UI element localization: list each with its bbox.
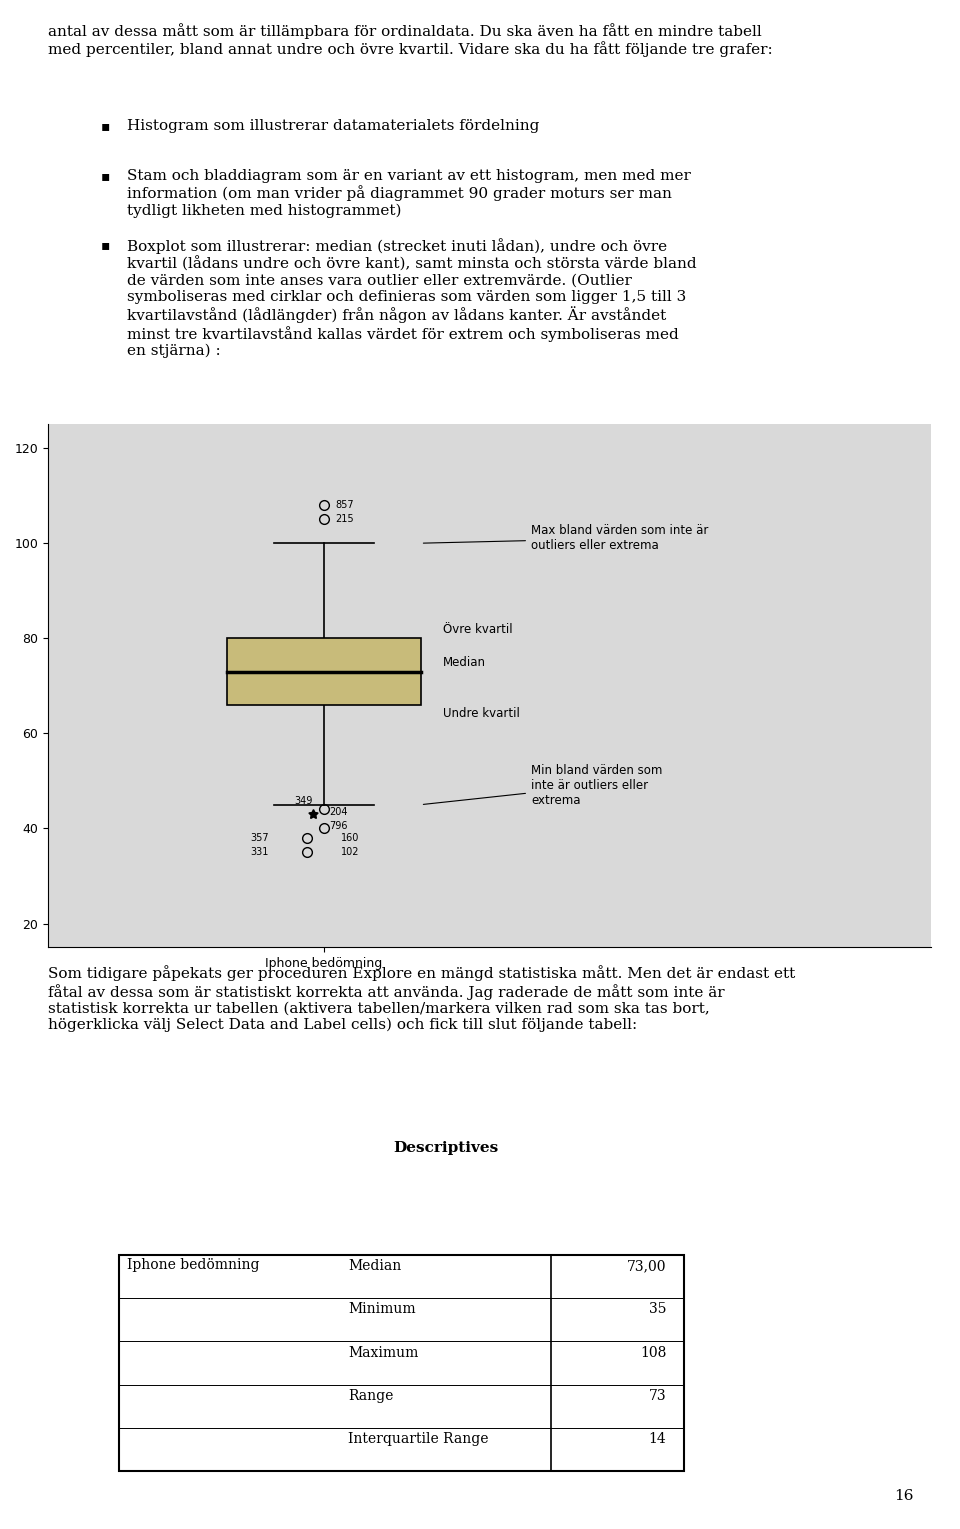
Text: Minimum: Minimum	[348, 1303, 416, 1316]
Text: Boxplot som illustrerar: median (strecket inuti lådan), undre och övre
kvartil (: Boxplot som illustrerar: median (strecke…	[128, 237, 697, 358]
Text: 349: 349	[295, 795, 313, 806]
Text: 796: 796	[329, 821, 348, 832]
Text: Histogram som illustrerar datamaterialets fördelning: Histogram som illustrerar datamaterialet…	[128, 119, 540, 133]
Text: Max bland värden som inte är
outliers eller extrema: Max bland värden som inte är outliers el…	[423, 524, 708, 552]
Text: 331: 331	[251, 847, 269, 858]
Text: 14: 14	[649, 1433, 666, 1446]
Text: 160: 160	[341, 833, 359, 842]
Text: 16: 16	[894, 1489, 914, 1503]
Text: 108: 108	[640, 1346, 666, 1359]
Text: 215: 215	[335, 514, 353, 524]
Text: Range: Range	[348, 1388, 394, 1404]
Text: Iphone bedömning: Iphone bedömning	[128, 1258, 260, 1272]
Text: 357: 357	[251, 833, 269, 842]
Text: Median: Median	[443, 656, 486, 670]
Text: Min bland värden som
inte är outliers eller
extrema: Min bland värden som inte är outliers el…	[423, 764, 662, 807]
Bar	[119, 1255, 684, 1471]
Text: antal av dessa mått som är tillämpbara för ordinaldata. Du ska även ha fått en m: antal av dessa mått som är tillämpbara f…	[48, 23, 773, 57]
Bar	[228, 638, 420, 705]
Text: Som tidigare påpekats ger proceduren Explore en mängd statistiska mått. Men det : Som tidigare påpekats ger proceduren Exp…	[48, 965, 795, 1032]
Text: 102: 102	[341, 847, 359, 858]
Text: Median: Median	[348, 1260, 401, 1274]
Text: 857: 857	[335, 500, 353, 511]
Text: Maximum: Maximum	[348, 1346, 419, 1359]
Text: ▪: ▪	[101, 237, 110, 252]
Text: 35: 35	[649, 1303, 666, 1316]
Text: Stam och bladdiagram som är en variant av ett histogram, men med mer
information: Stam och bladdiagram som är en variant a…	[128, 168, 691, 217]
Text: ▪: ▪	[101, 168, 110, 182]
Text: Undre kvartil: Undre kvartil	[443, 708, 519, 720]
Text: 73,00: 73,00	[627, 1260, 666, 1274]
Text: Descriptives: Descriptives	[393, 1141, 498, 1154]
Text: Övre kvartil: Övre kvartil	[443, 622, 513, 636]
Text: Interquartile Range: Interquartile Range	[348, 1433, 489, 1446]
Text: 73: 73	[649, 1388, 666, 1404]
Text: 204: 204	[329, 807, 348, 816]
Text: ▪: ▪	[101, 119, 110, 133]
